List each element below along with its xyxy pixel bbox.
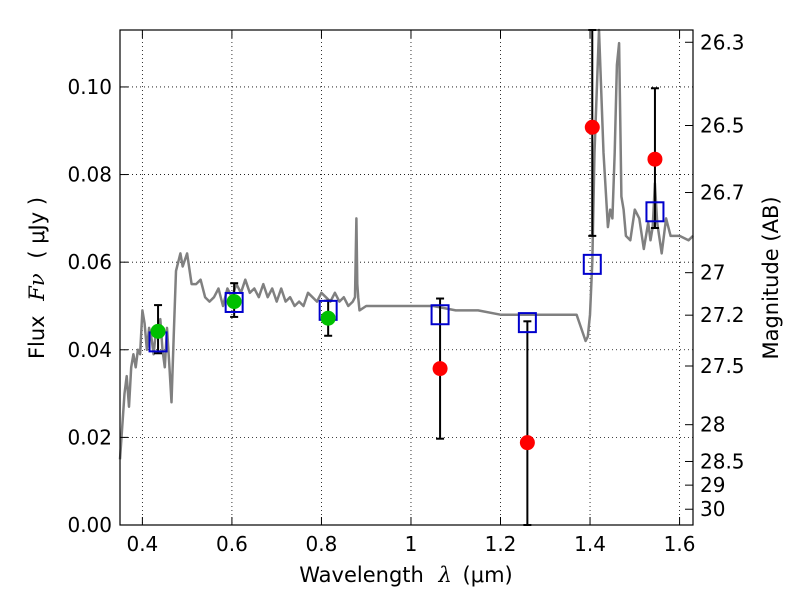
x-axis-label: Wavelength λ (μm)	[299, 563, 512, 587]
model-photometry-box	[517, 312, 537, 334]
grid-lines	[120, 30, 693, 526]
y2-tick-label: 27.2	[700, 303, 745, 327]
y-tick-label: 0.08	[67, 163, 112, 187]
x-tick-label: 1.6	[664, 532, 696, 556]
x-tick-label: 1	[405, 532, 418, 556]
x-tick-label: 1.2	[485, 532, 517, 556]
detection-point	[150, 323, 166, 339]
model-photometry-box	[430, 304, 450, 326]
y-tick-label: 0.06	[67, 250, 112, 274]
x-tick-label: 0.6	[216, 532, 248, 556]
measurement-point	[584, 119, 600, 135]
detection-point	[320, 310, 336, 326]
model-spectrum-line	[118, 28, 694, 460]
y2-tick-label: 28.5	[700, 449, 745, 473]
y2-tick-label: 26.3	[700, 30, 745, 54]
axes: 0.4 0.6 0.8 1 1.2 1.4 1.6 0.00 0.02 0.04 0.06 0.08 0…	[67, 30, 745, 556]
y-tick-label: 0.10	[67, 75, 112, 99]
model-photometry-box	[645, 201, 665, 223]
y2-tick-label: 28	[700, 413, 725, 437]
y-axis-label: Flux Fν ( μJy )	[25, 197, 49, 359]
detection-point	[226, 294, 242, 310]
measurement-point	[647, 151, 663, 167]
measurement-point	[519, 435, 535, 451]
y2-tick-label: 26.7	[700, 181, 745, 205]
y2-tick-label: 29	[700, 473, 725, 497]
y2-tick-label: 30	[700, 497, 725, 521]
y-tick-label: 0.00	[67, 513, 112, 537]
plot-area	[118, 28, 694, 526]
y2-tick-label: 26.5	[700, 113, 745, 137]
y2-axis-label: Magnitude (AB)	[759, 196, 783, 359]
x-tick-label: 0.8	[306, 532, 338, 556]
y2-tick-label: 27.5	[700, 354, 745, 378]
model-photometry-box	[224, 291, 244, 313]
measurement-point	[432, 361, 448, 377]
model-photometry-box	[582, 253, 602, 275]
x-tick-label: 1.4	[574, 532, 606, 556]
y-tick-label: 0.02	[67, 425, 112, 449]
x-tick-label: 0.4	[126, 532, 158, 556]
y-tick-label: 0.04	[67, 338, 112, 362]
y2-tick-label: 27	[700, 261, 725, 285]
plot-frame	[119, 29, 694, 526]
